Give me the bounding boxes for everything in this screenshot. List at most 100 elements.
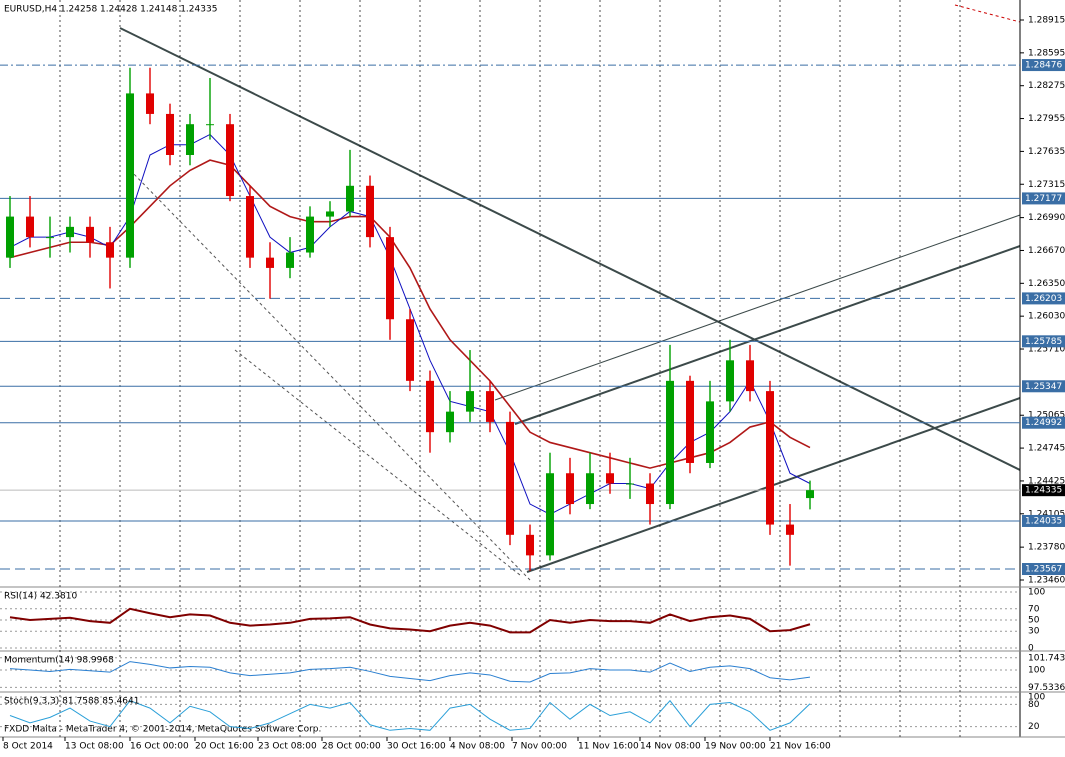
candle-body	[326, 211, 334, 217]
candle-body	[606, 473, 614, 484]
indicator-tick-label: 101.7433	[1028, 653, 1065, 663]
x-tick-label: 28 Oct 00:00	[322, 742, 381, 752]
indicator-tick-label: 80	[1028, 700, 1040, 710]
level-label-bg	[1022, 380, 1065, 393]
x-tick-label: 20 Oct 16:00	[195, 742, 254, 752]
last-price-bg	[1022, 484, 1065, 497]
x-tick-label: 23 Oct 08:00	[258, 742, 317, 752]
trendlines	[119, 4, 1021, 581]
level-label-bg	[1022, 192, 1065, 205]
level-label: 1.28476	[1025, 61, 1062, 71]
indicator-line	[9, 699, 811, 731]
level-label: 1.23567	[1025, 565, 1062, 575]
candle-body	[66, 226, 74, 238]
candle-body	[86, 226, 94, 243]
level-label: 1.26203	[1025, 294, 1062, 304]
y-tick-label: 1.25065	[1028, 411, 1065, 421]
x-tick-label: 8 Oct 2014	[3, 742, 53, 752]
level-label: 1.25785	[1025, 337, 1062, 347]
candle-body	[266, 257, 274, 268]
level-label: 1.24992	[1025, 418, 1062, 428]
indicator-tick-label: 100	[1028, 693, 1045, 703]
y-tick-label: 1.24745	[1028, 444, 1065, 454]
y-tick-label: 1.27635	[1028, 147, 1065, 157]
level-label-bg	[1022, 563, 1065, 576]
candle-body	[226, 124, 234, 197]
candle-body	[686, 380, 694, 463]
candle-body	[106, 242, 114, 258]
candle-body	[546, 473, 554, 556]
candle-body	[466, 391, 474, 412]
candle-body	[126, 93, 134, 258]
x-tick-label: 21 Nov 16:00	[770, 742, 831, 752]
candle-body	[766, 391, 774, 525]
candle-body	[366, 185, 374, 238]
y-tick-label: 1.25710	[1028, 345, 1065, 355]
copyright: FXDD Malta - MetaTrader 4, © 2001-2014, …	[4, 725, 321, 735]
candle-body	[206, 124, 214, 126]
indicator-title: Momentum(14) 98.9968	[4, 656, 114, 666]
candle-body	[6, 216, 14, 258]
indicator-tick-label: 100	[1028, 666, 1045, 676]
y-tick-label: 1.27955	[1028, 114, 1065, 124]
candle-body	[746, 360, 754, 392]
trendline	[234, 349, 521, 576]
level-label-bg	[1022, 292, 1065, 305]
y-tick-label: 1.26990	[1028, 213, 1065, 223]
y-tick-label: 1.28595	[1028, 48, 1065, 58]
x-tick-label: 4 Nov 08:00	[450, 742, 505, 752]
trendline	[494, 214, 1021, 401]
x-tick-label: 7 Nov 00:00	[512, 742, 567, 752]
last-price-label: 1.24335	[1025, 486, 1062, 496]
candle-body	[526, 534, 534, 556]
indicator-tick-label: 30	[1028, 627, 1040, 637]
y-tick-label: 1.28915	[1028, 16, 1065, 26]
candle-body	[666, 380, 674, 505]
candle-body	[166, 113, 174, 155]
level-label-bg	[1022, 335, 1065, 348]
level-label: 1.24035	[1025, 516, 1062, 526]
candle-body	[286, 252, 294, 268]
y-tick-label: 1.26670	[1028, 246, 1065, 256]
candle-body	[626, 483, 634, 485]
candle-body	[186, 124, 194, 155]
indicator-title: RSI(14) 42.3810	[4, 592, 77, 602]
indicator-line	[9, 661, 811, 683]
indicator-tick-label: 97.5336	[1028, 683, 1065, 693]
x-tick-label: 14 Nov 08:00	[640, 742, 701, 752]
indicator-tick-label: 50	[1028, 616, 1040, 626]
level-label-bg	[1022, 416, 1065, 429]
chart-title: EURUSD,H4 1.24258 1.24428 1.24148 1.2433…	[4, 5, 217, 15]
y-tick-label: 1.28275	[1028, 81, 1065, 91]
candle-body	[46, 237, 54, 239]
level-label-bg	[1022, 514, 1065, 527]
y-tick-label: 1.24425	[1028, 476, 1065, 486]
level-label-bg	[1022, 59, 1065, 72]
candle-body	[786, 524, 794, 535]
indicator-tick-label: 70	[1028, 604, 1040, 614]
candle-body	[426, 380, 434, 433]
candle-body	[386, 237, 394, 320]
trendline	[119, 27, 1021, 471]
moving-average	[9, 159, 811, 469]
y-tick-label: 1.26350	[1028, 279, 1065, 289]
x-tick-label: 19 Nov 00:00	[705, 742, 766, 752]
y-tick-label: 1.23460	[1028, 576, 1065, 586]
candle-body	[586, 473, 594, 505]
candle-body	[146, 93, 154, 114]
candle-body	[706, 401, 714, 463]
candle-body	[566, 473, 574, 505]
indicator-tick-label: 20	[1028, 722, 1040, 732]
x-tick-label: 11 Nov 16:00	[578, 742, 639, 752]
trendline	[954, 4, 1021, 23]
candle-body	[246, 196, 254, 258]
candle-body	[486, 391, 494, 422]
candle-body	[646, 483, 654, 505]
level-label: 1.25347	[1025, 382, 1062, 392]
y-tick-label: 1.27315	[1028, 180, 1065, 190]
candle-body	[26, 216, 34, 238]
candle-body	[406, 319, 414, 381]
candle-body	[506, 421, 514, 535]
